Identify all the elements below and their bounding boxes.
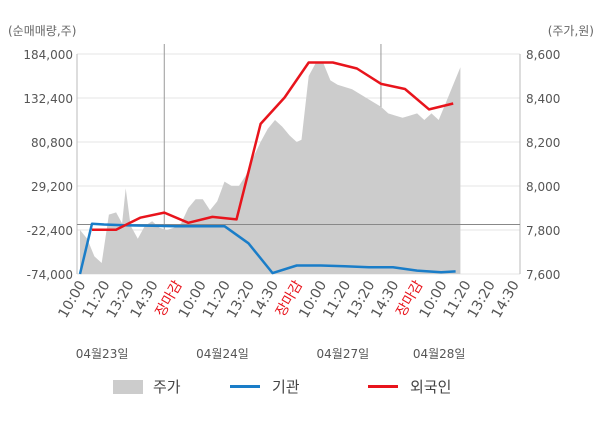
y-axis-right: 8,600 8,400 8,200 8,000 7,800 7,600	[526, 48, 560, 282]
x-axis: 10:0011:2013:2014:30장마감10:0011:2013:2014…	[55, 278, 522, 321]
legend-swatch-price	[113, 379, 143, 394]
date-label: 04월27일	[317, 347, 370, 361]
legend-item-price: 주가	[113, 376, 181, 397]
y-right-tick-label: 7,600	[526, 268, 560, 282]
y-axis-left: 184,000 132,400 80,800 29,200 -22,400 -74,000	[23, 48, 73, 282]
legend-label-price: 주가	[153, 378, 181, 396]
legend-swatch-institution	[230, 385, 260, 388]
price-area-series	[80, 62, 461, 274]
y-right-tick-label: 8,000	[526, 180, 560, 194]
foreign-line-series	[92, 61, 454, 231]
legend-item-foreign: 외국인	[368, 376, 451, 397]
price-area-path	[80, 62, 461, 274]
legend: 주가 기관 외국인	[0, 376, 600, 400]
y-right-tick-label: 8,200	[526, 136, 560, 150]
foreign-line	[92, 61, 454, 231]
legend-label-institution: 기관	[272, 378, 300, 396]
y-left-unit-label: (순매매량,주)	[8, 24, 77, 38]
date-label: 04월23일	[76, 347, 129, 361]
y-left-tick-label: -74,000	[27, 268, 73, 282]
y-left-tick-label: 184,000	[23, 48, 73, 62]
date-labels: 04월23일 04월24일 04월27일 04월28일	[76, 347, 466, 361]
y-right-unit-label: (주가,원)	[547, 24, 594, 38]
y-right-tick-label: 8,600	[526, 48, 560, 62]
date-label: 04월28일	[413, 347, 466, 361]
y-left-tick-label: -22,400	[27, 224, 73, 238]
legend-label-foreign: 외국인	[410, 378, 452, 396]
y-left-tick-label: 132,400	[23, 92, 73, 106]
legend-item-institution: 기관	[230, 376, 300, 397]
y-left-tick-label: 29,200	[31, 180, 73, 194]
y-right-tick-label: 7,800	[526, 224, 560, 238]
y-right-tick-label: 8,400	[526, 92, 560, 106]
date-label: 04월24일	[196, 347, 249, 361]
y-left-tick-label: 80,800	[31, 136, 73, 150]
legend-swatch-foreign	[368, 385, 398, 388]
